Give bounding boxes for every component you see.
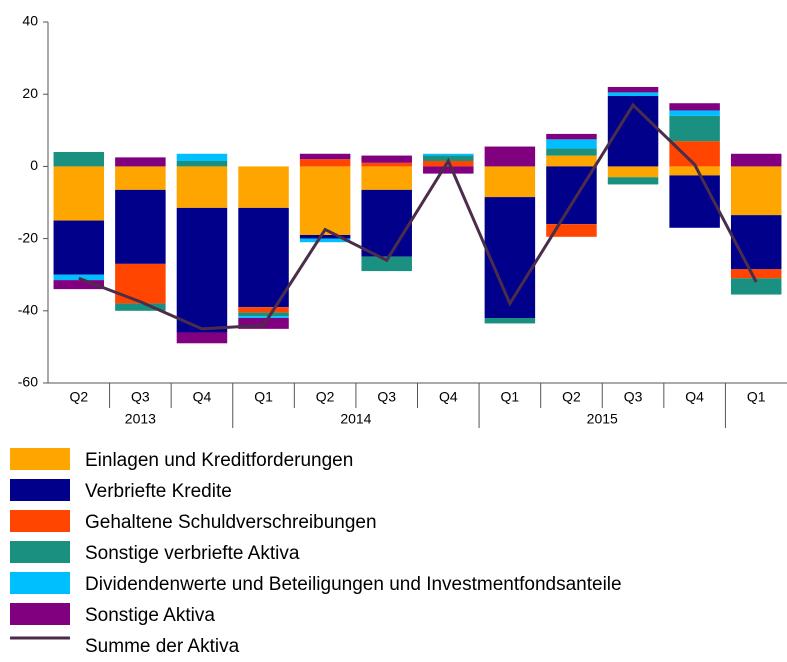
y-tick-label: 20: [22, 85, 38, 101]
bar-segment: [238, 316, 289, 319]
x-tick-label: Q3: [624, 389, 643, 405]
x-tick-label: Q2: [69, 389, 88, 405]
bar-segment: [669, 175, 720, 228]
total-line: [78, 102, 758, 331]
legend-swatch: [10, 603, 70, 625]
y-tick-label: 0: [30, 157, 38, 173]
bar-segment: [730, 166, 782, 216]
bar-segment: [546, 133, 597, 140]
bar-segment: [361, 155, 412, 163]
year-label: 2014: [340, 411, 371, 427]
x-tick-label: Q2: [562, 389, 581, 405]
year-label: 2015: [587, 411, 618, 427]
bar-segment: [361, 166, 412, 190]
x-tick-label: Q4: [685, 389, 704, 405]
legend-label: Sonstige Aktiva: [85, 605, 215, 626]
bar-segment: [607, 166, 659, 178]
bar-segment: [669, 110, 720, 116]
bar-segment: [238, 166, 289, 208]
bar-segment: [730, 269, 782, 279]
bar-segment: [484, 318, 536, 324]
x-tick-label: Q3: [131, 389, 150, 405]
x-tick-label: Q4: [193, 389, 212, 405]
x-tick-label: Q1: [747, 389, 766, 405]
legend-swatch: [10, 510, 70, 532]
bar-segment: [669, 103, 720, 111]
legend-label: Gehaltene Schuldverschreibungen: [85, 512, 377, 533]
bar-segment: [176, 160, 228, 167]
y-tick-label: -40: [18, 302, 38, 318]
y-tick-label: -20: [18, 229, 38, 245]
bar-segment: [484, 197, 536, 319]
bar-segment: [607, 177, 659, 185]
x-tick-label: Q1: [501, 389, 520, 405]
bar-segment: [669, 115, 720, 142]
bar-segment: [53, 280, 105, 290]
legend-label: Verbriefte Kredite: [85, 481, 232, 502]
bar-segment: [730, 215, 782, 270]
bar-segment: [361, 189, 412, 257]
legend-swatch: [10, 448, 70, 470]
year-label: 2013: [125, 411, 156, 427]
x-tick-label: Q4: [439, 389, 458, 405]
bar-segment: [669, 166, 720, 176]
bar-segment: [238, 307, 289, 313]
legend-label: Summe der Aktiva: [85, 636, 240, 657]
bar-segment: [176, 207, 228, 333]
bar-segment: [53, 166, 105, 221]
bar-segment: [115, 189, 166, 264]
bar-segment: [238, 312, 289, 317]
bar-segment: [53, 220, 105, 275]
bar-segment: [238, 207, 289, 308]
bar-segment: [299, 238, 351, 243]
x-tick-label: Q3: [377, 389, 396, 405]
y-tick-label: -60: [18, 374, 38, 390]
legend-label: Dividendenwerte und Beteiligungen und In…: [85, 574, 622, 595]
bar-segment: [546, 139, 597, 149]
bar-segment: [53, 274, 105, 281]
bar-segment: [115, 303, 166, 311]
bar-segment: [299, 153, 351, 160]
bar-segment: [176, 166, 228, 208]
bar-segment: [607, 92, 659, 97]
bar-segment: [53, 151, 105, 167]
bar-segment: [546, 148, 597, 156]
bar-segment: [361, 256, 412, 272]
legend-label: Einlagen und Kreditforderungen: [85, 450, 353, 471]
bar-segment: [299, 166, 351, 235]
bar-segment: [730, 278, 782, 295]
bar-segment: [176, 153, 228, 161]
legend-swatch: [10, 572, 70, 594]
bar-segment: [484, 146, 536, 167]
legend-swatch: [10, 541, 70, 563]
bar-segment: [361, 162, 412, 167]
bar-segment: [115, 157, 166, 167]
x-tick-label: Q1: [254, 389, 273, 405]
bar-segment: [299, 159, 351, 167]
y-tick-label: 40: [22, 13, 38, 29]
bar-segment: [115, 166, 166, 190]
bar-segment: [669, 141, 720, 167]
bar-segment: [423, 153, 474, 156]
bar-segment: [546, 155, 597, 167]
bar-segment: [484, 166, 536, 198]
legend-label: Sonstige verbriefte Aktiva: [85, 543, 300, 564]
bar-segment: [176, 332, 228, 344]
bar-segment: [115, 263, 166, 304]
bar-segment: [299, 234, 351, 239]
bar-segment: [423, 166, 474, 174]
x-tick-label: Q2: [316, 389, 335, 405]
legend-swatch: [10, 479, 70, 501]
bar-segment: [607, 86, 659, 93]
bar-segment: [730, 153, 782, 167]
